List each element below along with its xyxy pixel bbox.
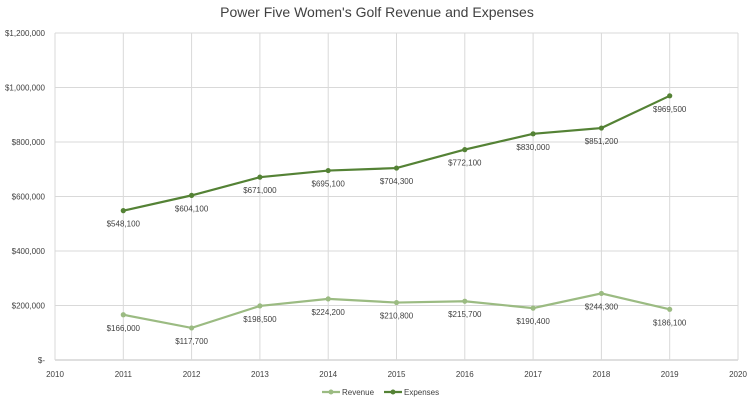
revenue-data-label: $224,200 — [312, 308, 346, 317]
expenses-point — [667, 93, 673, 99]
y-tick-label: $800,000 — [12, 138, 46, 147]
expenses-point — [189, 192, 195, 198]
expenses-data-label: $671,000 — [243, 186, 277, 195]
revenue-point — [530, 305, 536, 311]
chart-title: Power Five Women's Golf Revenue and Expe… — [220, 4, 534, 20]
x-tick-label: 2013 — [251, 370, 269, 379]
y-tick-label: $1,200,000 — [5, 29, 46, 38]
y-tick-label: $600,000 — [12, 193, 46, 202]
y-tick-label: $- — [38, 356, 45, 365]
revenue-data-label: $198,500 — [243, 315, 277, 324]
revenue-data-label: $166,000 — [107, 324, 141, 333]
expenses-point — [257, 174, 263, 180]
expenses-data-label: $604,100 — [175, 204, 209, 213]
x-tick-label: 2019 — [661, 370, 679, 379]
y-tick-label: $200,000 — [12, 302, 46, 311]
revenue-point — [189, 325, 195, 331]
expenses-data-label: $772,100 — [448, 159, 482, 168]
y-tick-label: $400,000 — [12, 247, 46, 256]
x-tick-label: 2010 — [46, 370, 64, 379]
expenses-point — [462, 147, 468, 153]
y-tick-label: $1,000,000 — [5, 84, 46, 93]
expenses-data-label: $830,000 — [516, 143, 550, 152]
expenses-data-label: $548,100 — [107, 220, 141, 229]
x-tick-label: 2012 — [183, 370, 201, 379]
revenue-legend-marker — [328, 389, 334, 395]
revenue-data-label: $215,700 — [448, 310, 482, 319]
x-tick-label: 2015 — [388, 370, 406, 379]
revenue-point — [462, 298, 468, 304]
expenses-point — [530, 131, 536, 137]
revenue-point — [598, 290, 605, 297]
expenses-point — [325, 167, 331, 174]
expenses-legend-marker — [390, 389, 396, 395]
x-tick-label: 2011 — [115, 370, 133, 379]
expenses-data-label: $851,200 — [585, 137, 619, 146]
revenue-point — [120, 312, 126, 318]
x-tick-label: 2014 — [319, 370, 337, 379]
x-tick-label: 2017 — [524, 370, 542, 379]
expenses-point — [598, 125, 605, 131]
revenue-point — [325, 296, 331, 302]
expenses-legend-label: Expenses — [404, 388, 439, 397]
revenue-point — [393, 299, 400, 306]
revenue-data-label: $244,300 — [585, 302, 619, 311]
revenue-data-label: $117,700 — [175, 337, 208, 346]
expenses-point — [120, 208, 126, 214]
x-tick-label: 2020 — [729, 370, 747, 379]
x-tick-label: 2018 — [593, 370, 611, 379]
expenses-data-label: $695,100 — [312, 180, 346, 189]
revenue-point — [667, 306, 673, 312]
revenue-data-label: $190,400 — [516, 317, 550, 326]
expenses-data-label: $969,500 — [653, 105, 687, 114]
revenue-data-label: $186,100 — [653, 318, 687, 327]
revenue-legend-label: Revenue — [342, 388, 375, 397]
expenses-point — [393, 165, 400, 171]
expenses-data-label: $704,300 — [380, 177, 414, 186]
x-tick-label: 2016 — [456, 370, 474, 379]
revenue-point — [257, 303, 263, 309]
revenue-data-label: $210,800 — [380, 312, 414, 321]
